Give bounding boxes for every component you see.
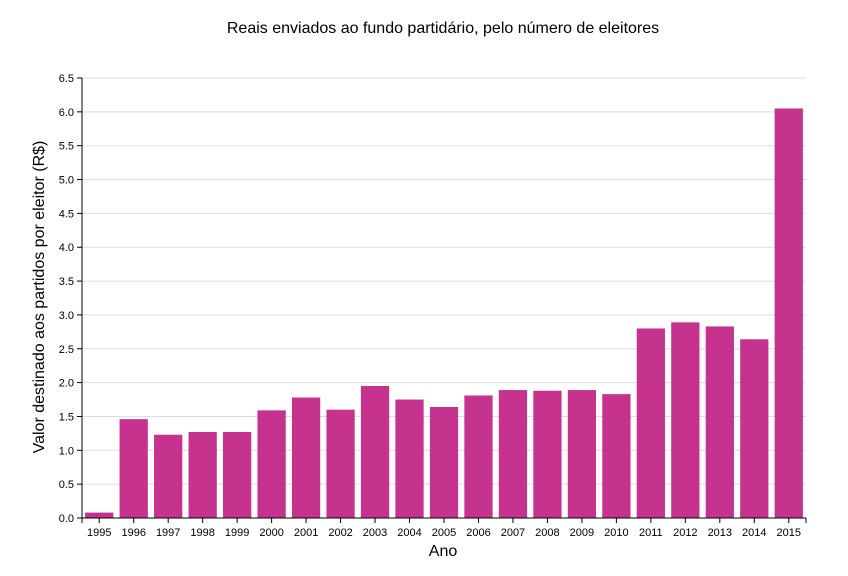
x-tick-label: 2014 xyxy=(742,527,766,539)
x-tick-label: 2012 xyxy=(673,527,697,539)
x-tick-label: 2015 xyxy=(777,527,801,539)
x-tick-label: 1999 xyxy=(225,527,249,539)
x-tick-label: 2009 xyxy=(570,527,594,539)
x-axis-label: Ano xyxy=(429,543,458,560)
x-tick-label: 1998 xyxy=(190,527,214,539)
bar-2009 xyxy=(567,390,597,518)
x-tick-label: 2008 xyxy=(535,527,559,539)
y-tick-label: 5.0 xyxy=(59,175,74,187)
x-tick-label: 2006 xyxy=(466,527,490,539)
x-tick-label: 1996 xyxy=(121,527,145,539)
x-tick-label: 1997 xyxy=(156,527,180,539)
bar-2014 xyxy=(740,339,769,518)
chart-title: Reais enviados ao fundo partidário, pelo… xyxy=(227,20,659,37)
bar-2000 xyxy=(257,410,286,518)
y-tick-label: 0.0 xyxy=(59,513,74,525)
y-tick-label: 4.5 xyxy=(59,208,74,220)
y-tick-label: 3.0 xyxy=(59,310,74,322)
y-tick-label: 2.5 xyxy=(59,344,74,356)
bar-1995 xyxy=(85,512,114,518)
y-tick-label: 3.5 xyxy=(59,276,74,288)
x-tick-label: 2003 xyxy=(363,527,387,539)
y-tick-label: 2.0 xyxy=(59,378,74,390)
bar-2010 xyxy=(602,394,631,518)
y-tick-label: 6.0 xyxy=(59,107,74,119)
bar-2012 xyxy=(671,322,700,518)
bar-1998 xyxy=(188,432,217,518)
gridlines xyxy=(82,77,806,485)
bar-2004 xyxy=(395,399,424,518)
x-tick-label: 2005 xyxy=(432,527,456,539)
bars xyxy=(85,108,803,518)
bar-1999 xyxy=(223,432,252,518)
bar-1997 xyxy=(154,434,183,518)
x-tick-label: 2011 xyxy=(639,527,663,539)
bar-2002 xyxy=(326,409,355,518)
bar-2005 xyxy=(429,406,459,518)
x-tick-label: 2007 xyxy=(501,527,525,539)
x-tick-label: 2002 xyxy=(328,527,352,539)
x-tick-label: 2013 xyxy=(708,527,732,539)
y-axis: 0.0 0.5 1.0 1.5 2.0 2.5 3.0 3.5 4.0 4.5 5.0 5.5 6.0 6… xyxy=(59,73,83,525)
bar-2008 xyxy=(533,390,562,518)
bar-2011 xyxy=(636,328,665,518)
y-tick-label: 0.5 xyxy=(59,479,74,491)
y-tick-label: 6.5 xyxy=(59,73,74,85)
y-axis-label: Valor destinado aos partidos por eleitor… xyxy=(31,141,48,454)
y-tick-label: 1.5 xyxy=(59,411,74,423)
y-tick-label: 1.0 xyxy=(59,445,74,457)
x-tick-label: 2004 xyxy=(397,527,421,539)
x-tick-label: 2001 xyxy=(294,527,318,539)
x-tick-label: 2000 xyxy=(259,527,283,539)
bar-2007 xyxy=(498,390,528,518)
bar-2006 xyxy=(464,395,493,518)
x-axis: 1995 1996 1997 1998 1999 2000 2001 2002 2003 2004… xyxy=(81,517,807,539)
bar-1996 xyxy=(119,419,148,518)
x-tick-label: 1995 xyxy=(87,527,111,539)
x-tick-label: 2010 xyxy=(604,527,628,539)
bar-2015 xyxy=(774,108,803,518)
bar-2001 xyxy=(291,397,321,518)
y-tick-label: 5.5 xyxy=(59,141,74,153)
bar-2013 xyxy=(705,326,734,518)
bar-2003 xyxy=(360,386,390,518)
y-tick-label: 4.0 xyxy=(59,242,74,254)
